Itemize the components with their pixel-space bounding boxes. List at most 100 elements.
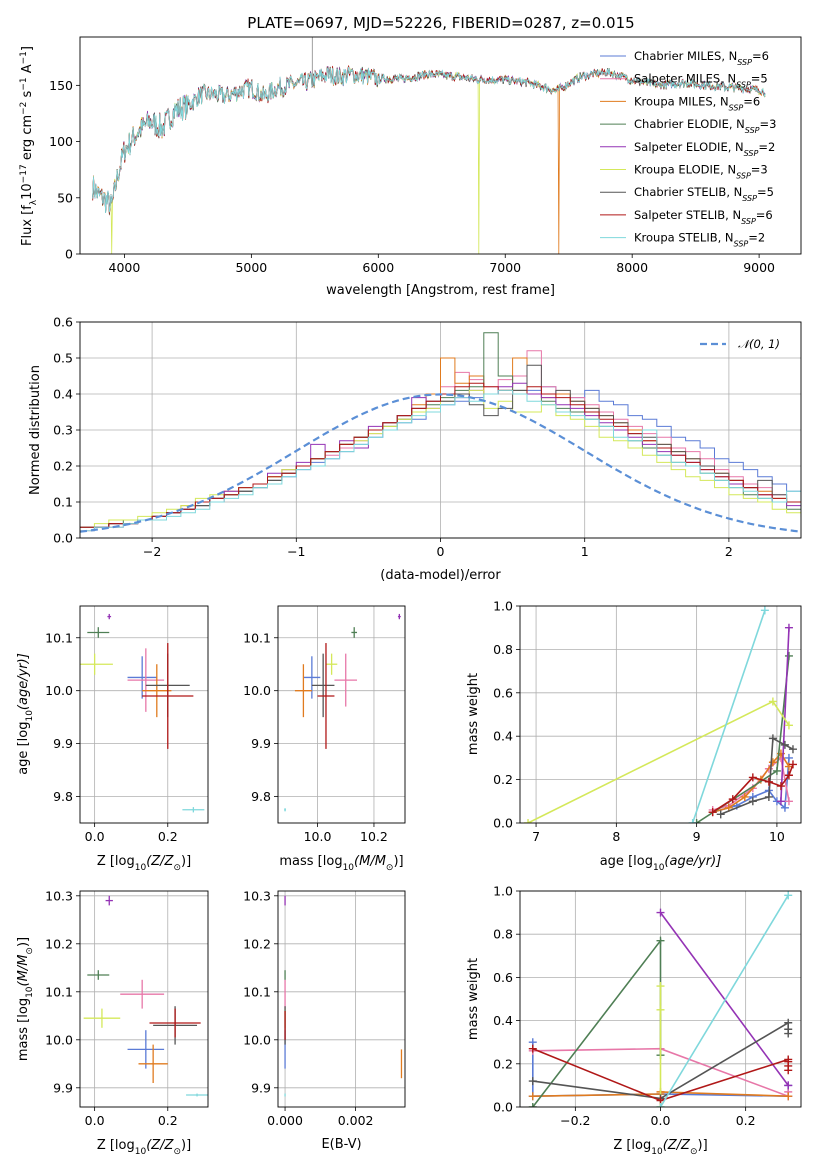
spectrum-line bbox=[92, 66, 766, 214]
y-tick-label: 10.1 bbox=[243, 630, 271, 645]
plot-area bbox=[284, 613, 401, 812]
plot-area bbox=[284, 895, 403, 1097]
legend-label: Kroupa ELODIE, NSSP=3 bbox=[634, 163, 768, 181]
series-marker bbox=[656, 936, 665, 945]
label-part: (M/M bbox=[16, 955, 31, 987]
series-marker bbox=[784, 771, 793, 780]
axes-frame bbox=[79, 36, 802, 255]
x-axis-label: mass [log10(M/M⊙)] bbox=[279, 854, 403, 873]
x-tick-label: 10.0 bbox=[304, 829, 332, 844]
series-marker bbox=[784, 721, 793, 730]
y-tick-label: 10.1 bbox=[45, 630, 73, 645]
y-tick-label: 9.9 bbox=[251, 736, 271, 751]
series-marker bbox=[784, 753, 793, 762]
label-part: ⊙ bbox=[173, 1147, 181, 1157]
series-marker bbox=[772, 766, 781, 775]
mass-vs-ebv-panel: 0.000 0.002 9.9 10.0 10.1 10.2 10.3 E(B-V) bbox=[243, 888, 406, 1152]
label-part: ⊙ bbox=[25, 947, 35, 955]
age-vs-metallicity-panel: 0.0 0.29.89.910.010.1Z [log10(Z/Z⊙)]age [… bbox=[16, 605, 209, 873]
label-part: mass [log bbox=[279, 854, 342, 869]
series-marker bbox=[780, 803, 789, 812]
y-tick-label: 50 bbox=[57, 190, 73, 205]
series-marker bbox=[780, 740, 789, 749]
label-part: )] bbox=[181, 1138, 191, 1153]
x-axis-label: Z [log10(Z/Z⊙)] bbox=[613, 1138, 707, 1157]
label-part: age [log bbox=[16, 722, 31, 775]
series-marker bbox=[788, 745, 797, 754]
legend-label: Chabrier STELIB, NSSP=5 bbox=[634, 185, 774, 203]
x-axis-label: Z [log10(Z/Z⊙)] bbox=[97, 854, 191, 873]
y-tick-label: 10.0 bbox=[243, 683, 271, 698]
legend-value: =5 bbox=[751, 72, 768, 86]
x-axis-label: E(B-V) bbox=[321, 1137, 361, 1152]
y-tick-label: 10.2 bbox=[45, 936, 73, 951]
x-tick-label: 0.002 bbox=[338, 1113, 374, 1128]
x-tick-label: 9 bbox=[693, 829, 701, 844]
label-part: A bbox=[20, 64, 35, 77]
legend-value: =5 bbox=[757, 185, 774, 199]
label-part: −17 bbox=[19, 164, 29, 183]
legend-text: Salpeter MILES, N bbox=[634, 72, 736, 86]
series-line bbox=[527, 700, 790, 823]
legend-text: Chabrier STELIB, N bbox=[634, 185, 742, 199]
label-part: ] bbox=[20, 46, 35, 51]
series-marker bbox=[692, 819, 701, 823]
series-marker bbox=[748, 797, 757, 806]
y-axis-label: mass weight bbox=[466, 958, 481, 1040]
plot-area bbox=[80, 332, 801, 533]
axes-frame bbox=[79, 605, 209, 824]
legend-sub: SSP bbox=[729, 103, 744, 112]
series-marker bbox=[784, 1029, 793, 1038]
y-tick-label: 10.1 bbox=[45, 984, 73, 999]
series-line bbox=[720, 737, 794, 816]
series-marker bbox=[784, 623, 793, 632]
series-marker bbox=[784, 1092, 793, 1101]
series-marker bbox=[524, 819, 533, 823]
x-tick-label: 9000 bbox=[743, 260, 775, 275]
series-marker bbox=[788, 760, 797, 769]
legend-sub: SSP bbox=[745, 126, 760, 135]
legend-label: Kroupa MILES, NSSP=6 bbox=[634, 94, 760, 112]
legend-label: Salpeter STELIB, NSSP=6 bbox=[634, 208, 773, 226]
series-marker bbox=[748, 773, 757, 782]
series-marker bbox=[656, 982, 665, 991]
legend-label: Salpeter MILES, NSSP=5 bbox=[634, 72, 768, 90]
legend-value: =6 bbox=[756, 208, 773, 222]
axes-frame bbox=[79, 321, 802, 539]
histogram-step bbox=[80, 350, 801, 532]
series-marker bbox=[708, 808, 717, 817]
legend-text: Chabrier ELODIE, N bbox=[634, 117, 745, 131]
series-marker bbox=[528, 1092, 537, 1101]
series-marker bbox=[784, 797, 793, 806]
label-part: 10 bbox=[653, 863, 665, 873]
x-tick-label: 0.0 bbox=[651, 1113, 671, 1128]
plot-area bbox=[83, 895, 208, 1097]
y-axis-label: Flux [fλ10−17 erg cm−2 s−1 A−1] bbox=[19, 46, 39, 246]
series-marker bbox=[528, 1103, 537, 1107]
legend-label: Salpeter ELODIE, NSSP=2 bbox=[634, 140, 775, 158]
legend-label: Chabrier ELODIE, NSSP=3 bbox=[634, 117, 776, 135]
label-part: )] bbox=[16, 937, 31, 947]
label-part: Z [log bbox=[613, 1138, 651, 1153]
y-tick-label: 0.4 bbox=[493, 1013, 513, 1028]
legend-text: Kroupa MILES, N bbox=[634, 94, 729, 108]
label-part: (age/yr)] bbox=[664, 854, 721, 869]
series-marker bbox=[656, 1103, 665, 1107]
series-line bbox=[659, 912, 789, 1086]
axes-frame bbox=[519, 605, 802, 824]
figure-title: PLATE=0697, MJD=52226, FIBERID=0287, z=0… bbox=[247, 14, 634, 32]
series-marker bbox=[728, 795, 737, 804]
series-marker bbox=[768, 697, 777, 706]
series-marker bbox=[784, 1066, 793, 1075]
series-marker bbox=[764, 777, 773, 786]
y-tick-label: 0.6 bbox=[493, 685, 513, 700]
y-tick-label: 9.9 bbox=[251, 1080, 271, 1095]
x-tick-label: 7 bbox=[532, 829, 540, 844]
legend-value: =2 bbox=[748, 231, 765, 245]
series-marker bbox=[656, 1005, 665, 1014]
label-part: Flux [f bbox=[20, 205, 35, 246]
legend-sub: SSP bbox=[744, 148, 759, 157]
series-marker bbox=[768, 758, 777, 767]
y-axis-label: mass weight bbox=[466, 673, 481, 755]
axes-frame bbox=[519, 890, 802, 1108]
